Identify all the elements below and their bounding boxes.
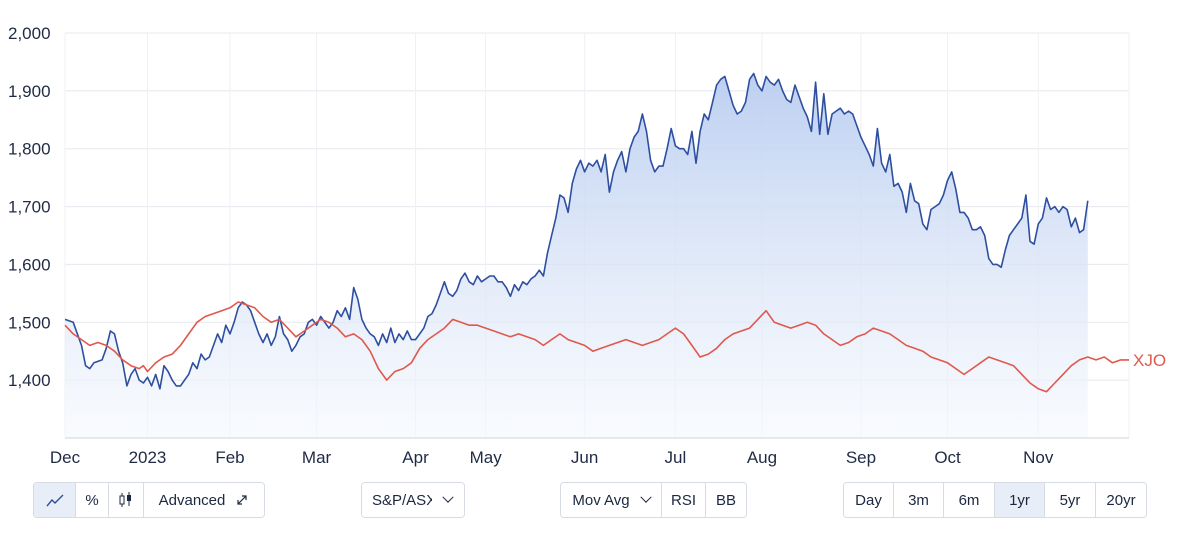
bb-label: BB	[715, 491, 736, 509]
candlestick-button[interactable]	[109, 483, 144, 517]
line-chart-icon	[45, 494, 63, 507]
compare-label: S&P/ASX	[372, 491, 432, 509]
range-label: 5yr	[1059, 491, 1081, 509]
y-axis: 1,400 1,500 1,600 1,700 1,800 1,900 2,000	[8, 24, 51, 390]
x-tick-label: Jul	[664, 448, 686, 467]
range-label: 3m	[908, 491, 929, 509]
y-tick-label: 1,600	[8, 255, 51, 274]
y-tick-label: 1,900	[8, 82, 51, 101]
x-tick-label: Nov	[1023, 448, 1054, 467]
x-tick-label: Feb	[215, 448, 244, 467]
range-label: 6m	[958, 491, 980, 509]
expand-icon	[237, 495, 247, 505]
series-labels: XJO	[1133, 351, 1166, 370]
x-tick-label: 2023	[129, 448, 167, 467]
x-tick-label: Jun	[571, 448, 598, 467]
y-tick-label: 1,700	[8, 198, 51, 217]
range-1yr-button[interactable]: 1yr	[995, 483, 1045, 517]
range-label: Day	[855, 491, 882, 509]
rsi-button[interactable]: RSI	[662, 483, 706, 517]
range-20yr-button[interactable]: 20yr	[1096, 483, 1146, 517]
range-day-button[interactable]: Day	[844, 483, 894, 517]
chart-type-toolbar: % Advanced	[33, 482, 265, 518]
candlestick-icon	[119, 492, 131, 507]
range-3m-button[interactable]: 3m	[894, 483, 944, 517]
percent-label: %	[85, 491, 99, 509]
range-selector: Day 3m 6m 1yr 5yr 20yr	[843, 482, 1147, 518]
chevron-down-icon	[639, 491, 652, 503]
compare-select[interactable]: S&P/ASX	[362, 483, 464, 517]
x-tick-label: Aug	[747, 448, 777, 467]
line-chart-button[interactable]	[34, 483, 76, 517]
x-axis: Dec 2023 Feb Mar Apr May Jun Jul Aug Sep Oct Nov	[50, 437, 1129, 467]
bb-button[interactable]: BB	[706, 483, 746, 517]
series-line-1	[64, 301, 1129, 393]
range-label: 20yr	[1106, 491, 1136, 509]
x-tick-label: Dec	[50, 448, 81, 467]
x-tick-label: Apr	[402, 448, 429, 467]
compare-dropdown[interactable]: S&P/ASX	[361, 482, 465, 518]
mov-avg-button[interactable]: Mov Avg	[561, 483, 662, 517]
mov-avg-label: Mov Avg	[572, 491, 630, 509]
range-5yr-button[interactable]: 5yr	[1045, 483, 1096, 517]
chevron-down-icon	[442, 491, 454, 503]
percent-button[interactable]: %	[76, 483, 109, 517]
rsi-label: RSI	[670, 491, 696, 509]
y-tick-label: 2,000	[8, 24, 51, 43]
range-6m-button[interactable]: 6m	[944, 483, 995, 517]
series-lines	[64, 72, 1129, 393]
x-tick-label: Oct	[934, 448, 961, 467]
indicators-toolbar: Mov Avg RSI BB	[560, 482, 747, 518]
y-tick-label: 1,500	[8, 313, 51, 332]
advanced-button[interactable]: Advanced	[144, 483, 264, 517]
x-tick-label: Sep	[846, 448, 876, 467]
x-tick-label: Mar	[302, 448, 332, 467]
price-chart: 1,400 1,500 1,600 1,700 1,800 1,900 2,000 Dec 2…	[8, 24, 1166, 467]
y-tick-label: 1,800	[8, 140, 51, 159]
series-areas	[65, 73, 1088, 438]
range-label: 1yr	[1009, 491, 1030, 509]
y-tick-label: 1,400	[8, 371, 51, 390]
x-tick-label: May	[470, 448, 503, 467]
series-area-0	[65, 73, 1088, 438]
advanced-label: Advanced	[158, 491, 226, 509]
series-label-xjo: XJO	[1133, 351, 1166, 370]
